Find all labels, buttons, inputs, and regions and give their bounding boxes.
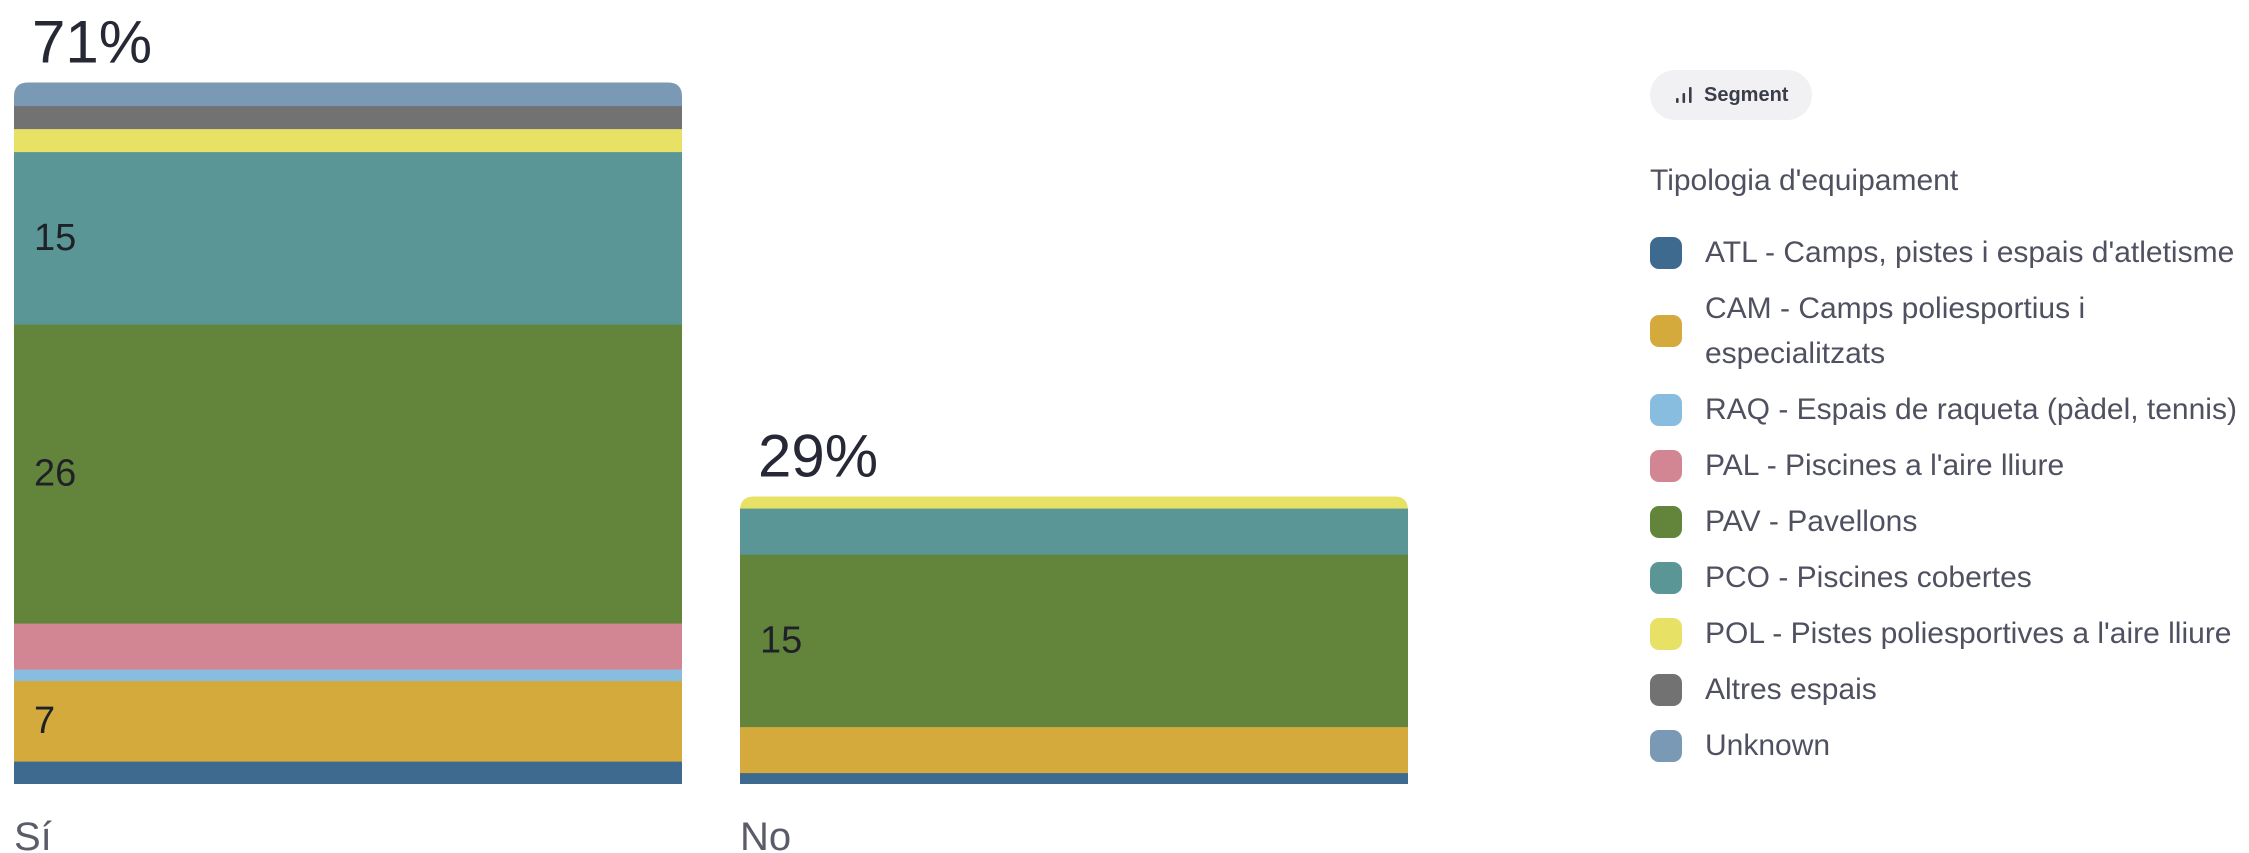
bar-total-label: 71% — [32, 9, 152, 76]
bar-chart-icon — [1676, 87, 1692, 103]
stacked-bar-chart: 7 26 15 71% Sí 15 29% No — [14, 9, 1408, 853]
bar-segment[interactable] — [14, 761, 682, 785]
bar-segment[interactable] — [14, 105, 682, 130]
legend-label: ATL - Camps, pistes i espais d'atletisme — [1705, 236, 2235, 269]
legend-label: CAM - Camps poliesportius i especialitza… — [1705, 292, 2086, 370]
legend-label: PAV - Pavellons — [1705, 505, 1918, 538]
legend-label: Altres espais — [1705, 673, 1877, 706]
legend-item[interactable]: RAQ - Espais de raqueta (pàdel, tennis) — [1650, 387, 2249, 432]
bar-1: 15 — [740, 496, 1408, 785]
bar-segment[interactable] — [740, 508, 1408, 555]
legend-item[interactable]: PCO - Piscines cobertes — [1650, 555, 2249, 600]
segment-label: Segment — [1704, 83, 1789, 106]
segment-button[interactable]: Segment — [1650, 70, 1813, 120]
legend-item[interactable]: PAL - Piscines a l'aire lliure — [1650, 443, 2249, 488]
bar-0: 7 26 15 — [14, 82, 682, 785]
data-label: 15 — [34, 217, 76, 259]
legend-swatch — [1650, 561, 1682, 594]
legend-swatch — [1650, 673, 1682, 706]
category-label: No — [740, 815, 791, 853]
bar-segment[interactable] — [14, 324, 682, 624]
data-label: 26 — [34, 453, 76, 495]
legend-item[interactable]: CAM - Camps poliesportius i especialitza… — [1650, 286, 2249, 376]
legend-swatch — [1650, 617, 1682, 650]
legend-item[interactable]: ATL - Camps, pistes i espais d'atletisme — [1650, 230, 2249, 275]
legend-item[interactable]: POL - Pistes poliesportives a l'aire lli… — [1650, 611, 2249, 656]
bar-total-label: 29% — [758, 423, 878, 490]
bar-segment[interactable] — [740, 554, 1408, 728]
legend-swatch — [1650, 449, 1682, 482]
bar-segment[interactable] — [14, 623, 682, 670]
legend-label: POL - Pistes poliesportives a l'aire lli… — [1705, 617, 2232, 650]
legend-panel: Segment Tipologia d'equipament ATL - Cam… — [1650, 70, 2249, 779]
legend-item[interactable]: Altres espais — [1650, 667, 2249, 712]
legend-swatch — [1650, 505, 1682, 538]
legend-list: ATL - Camps, pistes i espais d'atletisme… — [1650, 230, 2249, 768]
legend-swatch — [1650, 729, 1682, 762]
bar-segment[interactable] — [740, 726, 1408, 774]
bar-segment[interactable] — [14, 680, 682, 762]
legend-swatch — [1650, 315, 1682, 347]
legend-label: Unknown — [1705, 729, 1831, 762]
legend-item[interactable]: PAV - Pavellons — [1650, 499, 2249, 544]
legend-swatch — [1650, 393, 1682, 426]
bar-segment[interactable] — [14, 82, 682, 107]
bar-segment[interactable] — [14, 128, 682, 153]
category-label: Sí — [14, 815, 52, 853]
legend-swatch — [1650, 236, 1682, 269]
legend-label: RAQ - Espais de raqueta (pàdel, tennis) — [1705, 393, 2237, 426]
legend-label: PCO - Piscines cobertes — [1705, 561, 2032, 594]
bar-segment[interactable] — [740, 496, 1408, 509]
bar-segment[interactable] — [740, 772, 1408, 785]
legend-title: Tipologia d'equipament — [1650, 164, 1959, 197]
data-label: 15 — [760, 619, 802, 661]
bar-segment[interactable] — [14, 151, 682, 325]
legend-label: PAL - Piscines a l'aire lliure — [1705, 449, 2065, 482]
data-label: 7 — [34, 700, 55, 742]
bar-segment[interactable] — [14, 669, 682, 682]
legend-item[interactable]: Unknown — [1650, 723, 2249, 768]
